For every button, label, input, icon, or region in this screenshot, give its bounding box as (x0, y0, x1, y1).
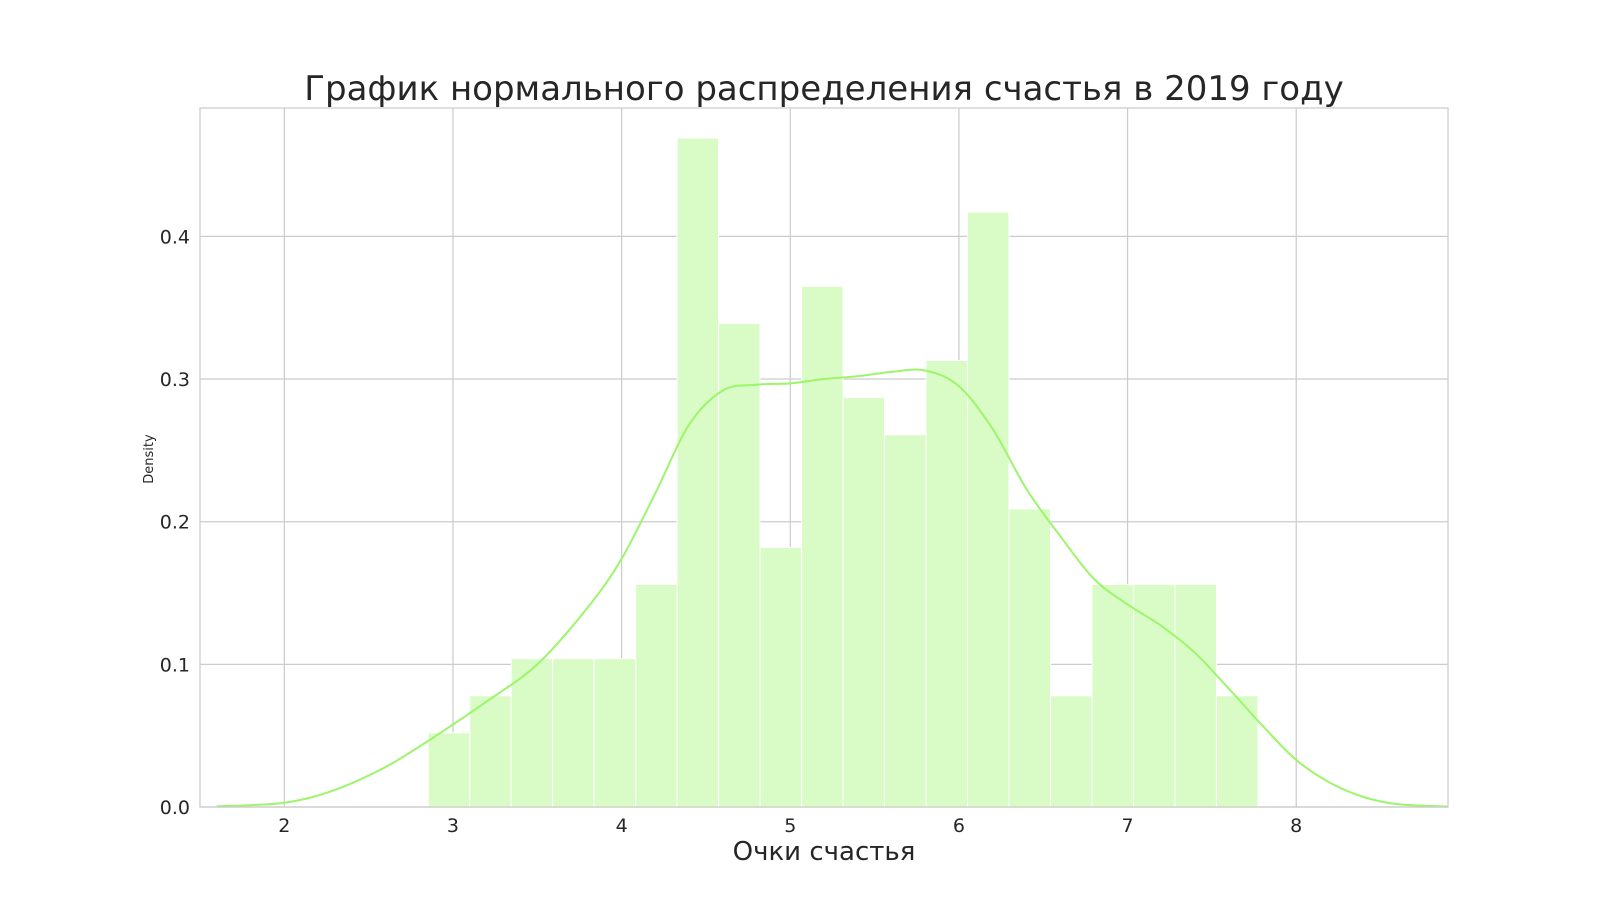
histogram-bar (427, 732, 471, 808)
histogram-bar (593, 658, 637, 808)
chart-title: График нормального распределения счастья… (304, 69, 1343, 109)
histogram-bar (967, 211, 1010, 808)
y-tick-label: 0.3 (160, 369, 190, 391)
plot-frame (199, 107, 1449, 808)
histogram-bar (1215, 695, 1259, 808)
x-axis-label: Очки счастья (733, 837, 916, 867)
histogram-bar (552, 658, 595, 808)
histogram-bar (1132, 583, 1176, 808)
x-axis-ticks: 2 3 4 5 6 7 8 (278, 815, 1302, 837)
x-tick-label: 8 (1290, 815, 1302, 837)
histogram-bar (1008, 508, 1051, 808)
x-tick-label: 4 (616, 815, 628, 837)
histogram-bar (635, 583, 678, 808)
y-axis-label: Density (142, 434, 157, 484)
histogram-bar (925, 359, 969, 808)
histogram-bar (1049, 695, 1093, 808)
histogram-bar (676, 137, 720, 808)
histogram-bar (884, 434, 927, 808)
histogram-bar (759, 546, 803, 808)
x-tick-label: 3 (447, 815, 459, 837)
x-tick-label: 7 (1122, 815, 1134, 837)
histogram-bar (1174, 583, 1217, 808)
histogram-bar (801, 285, 844, 808)
histogram-bar (842, 397, 886, 808)
histogram-bar (718, 322, 761, 808)
histogram-bar (510, 658, 554, 808)
x-tick-label: 2 (278, 815, 290, 837)
y-axis-ticks: 0.0 0.1 0.2 0.3 0.4 (160, 226, 190, 819)
y-tick-label: 0.2 (160, 512, 190, 534)
kde-curve (216, 368, 1449, 808)
histogram-bars (427, 137, 1259, 808)
x-tick-label: 6 (953, 815, 965, 837)
y-tick-label: 0.4 (160, 226, 190, 248)
y-tick-label: 0.1 (160, 654, 190, 676)
histogram-bar (469, 695, 512, 808)
x-tick-label: 5 (784, 815, 796, 837)
histogram-bar (1091, 583, 1134, 808)
y-tick-label: 0.0 (160, 797, 190, 819)
